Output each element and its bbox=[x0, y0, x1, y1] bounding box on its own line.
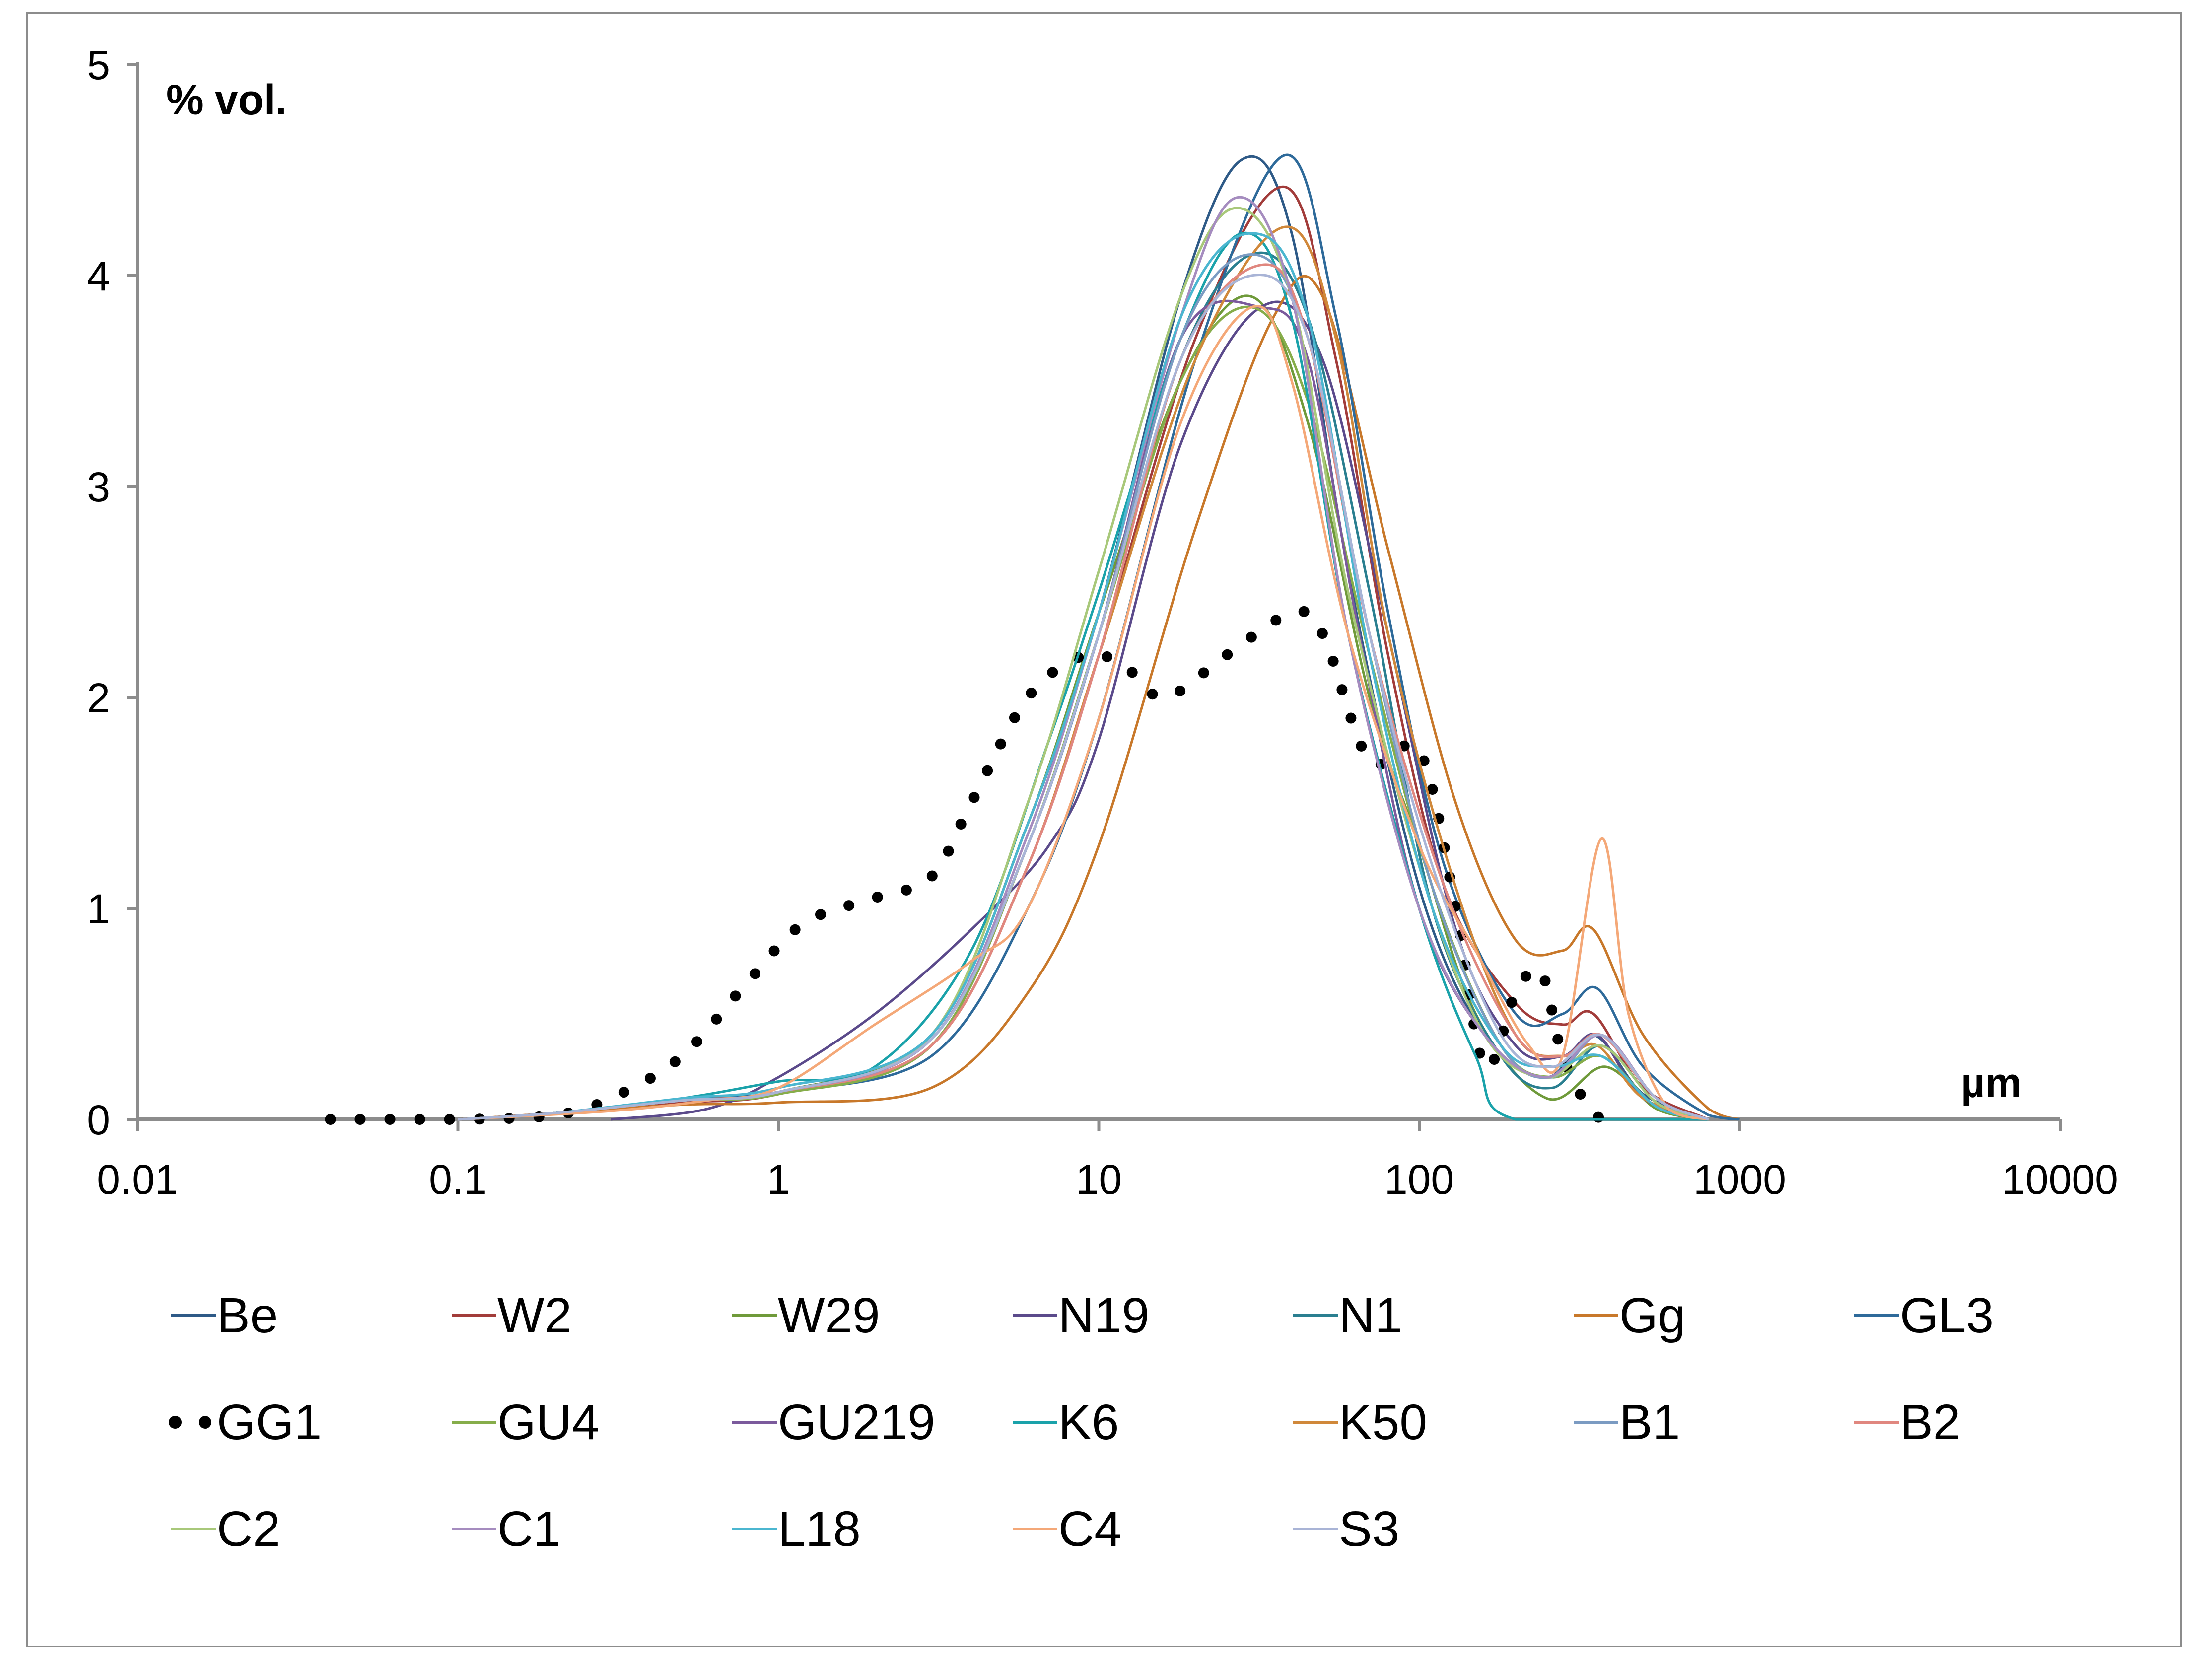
x-tick-label: 0.1 bbox=[429, 1156, 487, 1203]
series-line-gg bbox=[458, 275, 1740, 1121]
legend-label-be: Be bbox=[217, 1288, 277, 1343]
legend-label-k6: K6 bbox=[1058, 1394, 1119, 1450]
series-line-w2 bbox=[458, 185, 1709, 1121]
legend-label-w2: W2 bbox=[497, 1288, 572, 1343]
legend: Be W2 W29 N19 N1 Gg GL3 GG1 GU4 GU219 K6 K50 B1 B2 C2 C… bbox=[169, 1288, 1994, 1557]
legend-label-b1: B1 bbox=[1619, 1394, 1680, 1450]
legend-label-c1: C1 bbox=[497, 1501, 561, 1557]
legend-label-n1: N1 bbox=[1339, 1288, 1402, 1343]
series-line-l18 bbox=[458, 232, 1709, 1121]
legend-label-c4: C4 bbox=[1058, 1501, 1122, 1557]
y-tick-label: 2 bbox=[87, 675, 110, 721]
series-line-k50 bbox=[458, 225, 1709, 1121]
legend-label-b2: B2 bbox=[1900, 1394, 1960, 1450]
y-tick-label: 3 bbox=[87, 464, 110, 510]
x-tick-label: 100 bbox=[1384, 1156, 1454, 1203]
x-axis-title: µm bbox=[1961, 1059, 2022, 1106]
legend-label-s3: S3 bbox=[1339, 1501, 1399, 1557]
y-tick-label: 4 bbox=[87, 253, 110, 299]
x-tick-label: 0.01 bbox=[97, 1156, 178, 1203]
series-line-b2 bbox=[458, 263, 1709, 1121]
series-group bbox=[325, 153, 1740, 1125]
y-tick-label: 1 bbox=[87, 886, 110, 932]
legend-swatch-gg1 bbox=[199, 1416, 211, 1429]
legend-label-n19: N19 bbox=[1058, 1288, 1149, 1343]
legend-label-k50: K50 bbox=[1339, 1394, 1427, 1450]
y-tick-label: 0 bbox=[87, 1097, 110, 1143]
x-tick-label: 10000 bbox=[2002, 1156, 2118, 1203]
series-line-s3 bbox=[458, 274, 1709, 1121]
legend-label-l18: L18 bbox=[778, 1501, 861, 1557]
x-tick-label: 1000 bbox=[1693, 1156, 1786, 1203]
x-tick-label: 1 bbox=[767, 1156, 790, 1203]
legend-label-gl3: GL3 bbox=[1900, 1288, 1994, 1343]
legend-label-c2: C2 bbox=[217, 1501, 280, 1557]
series-line-c4 bbox=[458, 305, 1709, 1121]
series-line-n19 bbox=[611, 300, 1709, 1121]
legend-label-gg1: GG1 bbox=[217, 1394, 322, 1450]
series-line-gu4 bbox=[458, 305, 1709, 1121]
legend-label-gu4: GU4 bbox=[497, 1394, 600, 1450]
legend-label-w29: W29 bbox=[778, 1288, 880, 1343]
legend-label-gg: Gg bbox=[1619, 1288, 1685, 1343]
legend-swatch-gg1 bbox=[169, 1416, 182, 1429]
x-tick-label: 10 bbox=[1076, 1156, 1122, 1203]
legend-label-gu219: GU219 bbox=[778, 1394, 935, 1450]
series-line-k6 bbox=[458, 231, 1709, 1121]
y-tick-label: 5 bbox=[87, 42, 110, 88]
y-axis-title: % vol. bbox=[166, 76, 287, 123]
